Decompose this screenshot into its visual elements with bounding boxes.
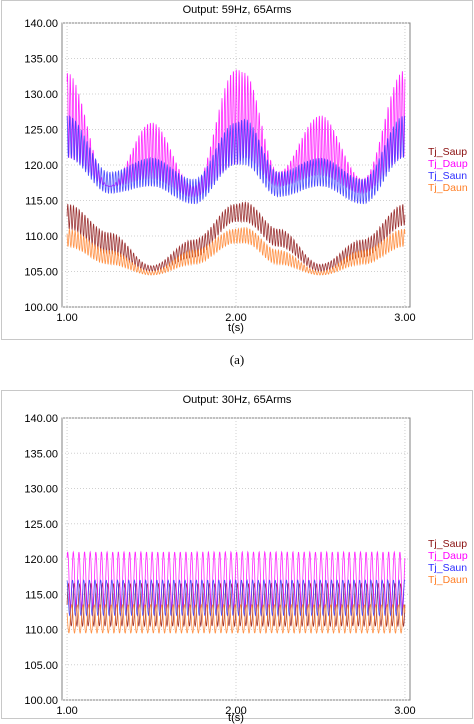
y-tick-label: 110.00 <box>25 231 58 243</box>
y-tick-label: 120.00 <box>24 160 58 172</box>
legend-entry: Tj_Saun <box>428 170 468 182</box>
series-line-tj-daun <box>66 603 406 635</box>
y-tick-label: 100.00 <box>24 695 58 707</box>
x-tick-label: 2.00 <box>225 312 246 324</box>
legend-entry: Tj_Saup <box>428 146 468 158</box>
y-tick-label: 125.00 <box>24 125 58 137</box>
y-tick-label: 120.00 <box>24 554 58 566</box>
x-tick-label: 1.00 <box>56 705 77 717</box>
y-tick-label: 140.00 <box>24 413 58 425</box>
y-tick-label: 140.00 <box>24 18 58 30</box>
y-tick-label: 135.00 <box>24 448 58 460</box>
y-tick-label: 130.00 <box>24 484 58 496</box>
chart-panel-a: Output: 59Hz, 65Arms 100.00 105.00 110.00 1… <box>0 0 474 340</box>
y-tick-label: 135.00 <box>24 54 58 66</box>
y-tick-label: 115.00 <box>25 589 58 601</box>
legend-entry: Tj_Saun <box>428 562 468 574</box>
series-line-tj-saup <box>66 582 406 628</box>
x-tick-label: 1.00 <box>56 312 77 324</box>
chart-legend: Tj_Saup Tj_Daup Tj_Saun Tj_Daun <box>428 146 468 194</box>
x-tick-label: 3.00 <box>394 705 415 717</box>
x-tick-label: 3.00 <box>394 312 415 324</box>
series-line-tj-saun <box>66 115 406 205</box>
chart-title: Output: 59Hz, 65Arms <box>182 4 292 16</box>
series-line-tj-daup <box>66 550 406 610</box>
legend-entry: Tj_Daun <box>428 574 468 586</box>
y-tick-label: 125.00 <box>24 519 58 531</box>
series-line-tj-daun <box>66 226 406 276</box>
y-tick-label: 105.00 <box>24 267 58 279</box>
y-tick-label: 110.00 <box>25 625 58 637</box>
legend-entry: Tj_Saup <box>428 538 468 550</box>
figure-caption: (a) <box>229 352 245 367</box>
legend-entry: Tj_Daup <box>428 550 468 562</box>
series-line-tj-saun <box>66 579 406 617</box>
chart-plot: 100.00 105.00 110.00 115.00 120.00 125.00 130.… <box>24 413 415 717</box>
chart-plot: 100.00 105.00 110.00 115.00 120.00 125.00 130.… <box>24 18 415 324</box>
y-tick-label: 130.00 <box>24 89 58 101</box>
x-axis-label: t(s) <box>228 712 244 724</box>
y-tick-label: 100.00 <box>24 302 58 314</box>
chart-panel-b: Output: 30Hz, 65Arms 100.00 105.00 110.00 1… <box>0 390 474 724</box>
chart-legend: Tj_Saup Tj_Daup Tj_Saun Tj_Daun <box>428 538 468 586</box>
legend-entry: Tj_Daup <box>428 158 468 170</box>
x-tick-label: 2.00 <box>225 705 246 717</box>
y-tick-label: 105.00 <box>24 660 58 672</box>
y-tick-label: 115.00 <box>25 196 58 208</box>
x-axis-label: t(s) <box>228 322 244 334</box>
legend-entry: Tj_Daun <box>428 182 468 194</box>
chart-title: Output: 30Hz, 65Arms <box>182 394 292 406</box>
